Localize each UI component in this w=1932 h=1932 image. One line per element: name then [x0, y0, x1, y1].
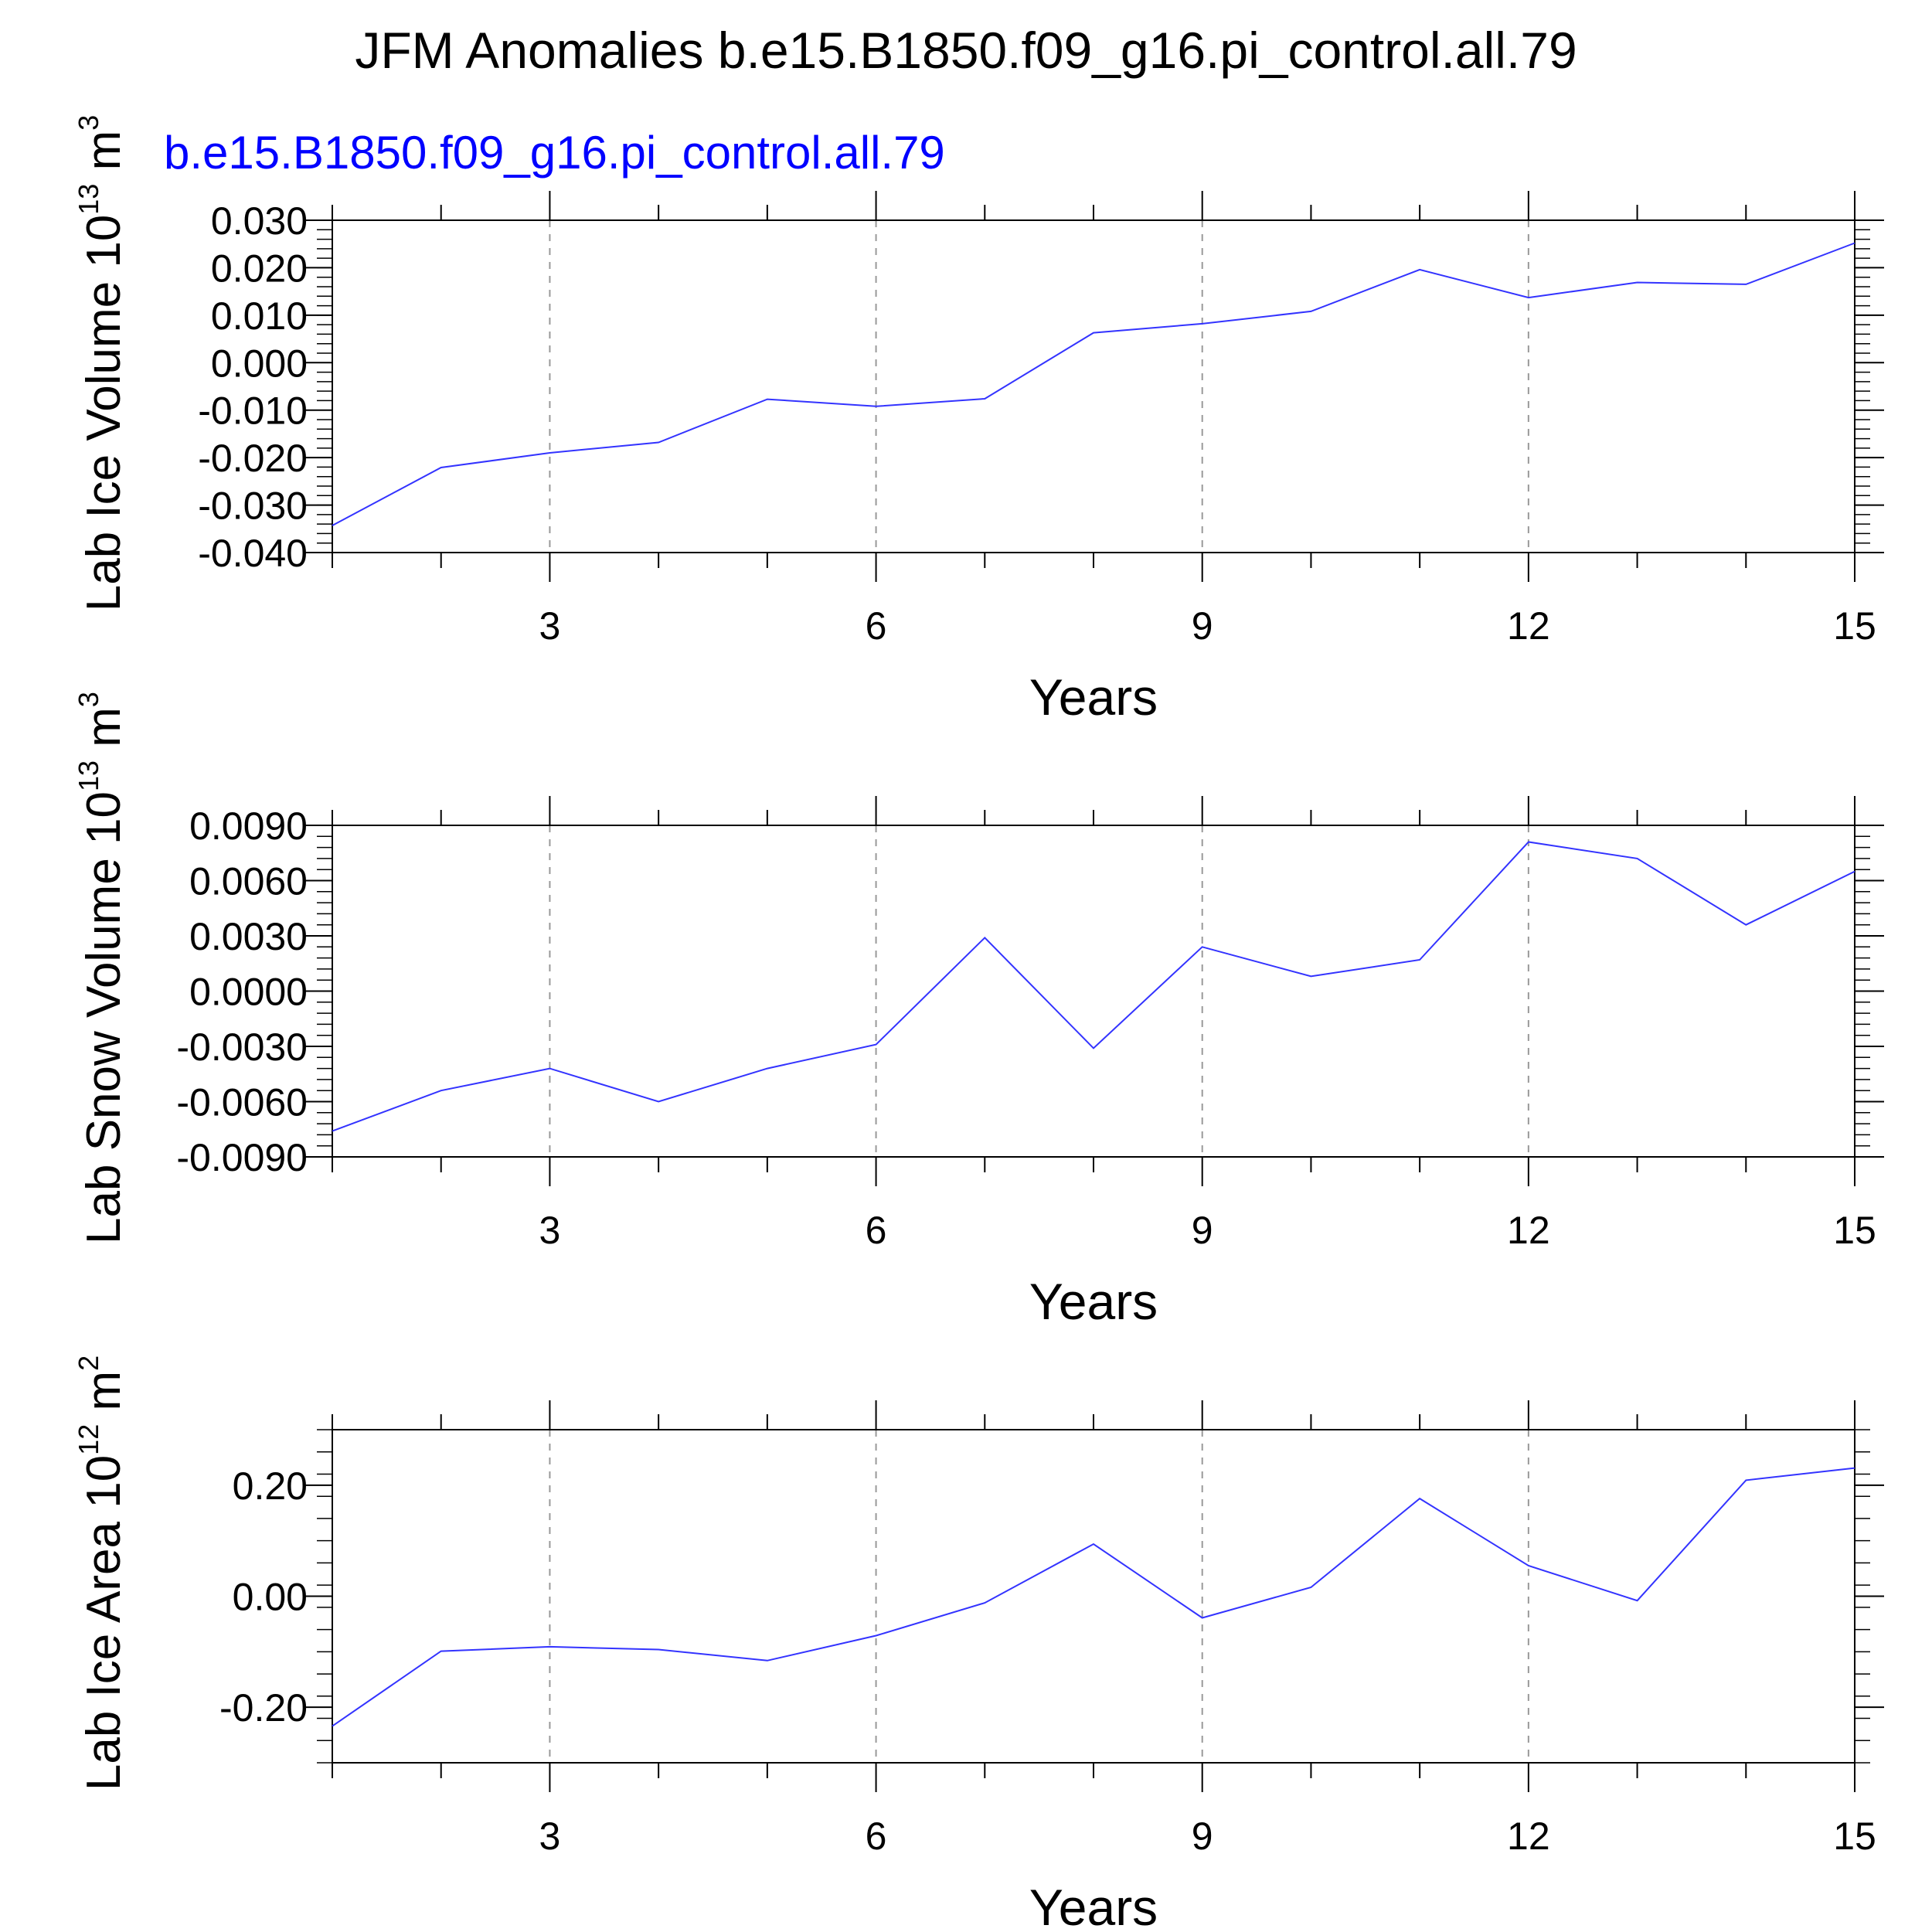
x-tick-label: 3 [539, 1815, 561, 1858]
y-tick-label: 0.00 [233, 1576, 308, 1619]
y-tick-label: 0.020 [211, 247, 308, 290]
y-tick-label: -0.20 [219, 1686, 308, 1730]
y-tick-label: -0.010 [198, 389, 308, 433]
panel-3: -0.20 0.00 0.20 3 6 9 12 15 Years Lab Ice Area 10… [73, 1355, 1884, 1932]
x-axis-title: Years [1029, 1273, 1158, 1330]
y-tick-label: 0.030 [211, 199, 308, 243]
x-tick-label: 12 [1507, 1209, 1550, 1252]
x-tick-label: 3 [539, 604, 561, 648]
x-tick-label: 9 [1192, 604, 1213, 648]
y-tick-label: -0.040 [198, 532, 308, 575]
y-tick-label: -0.0060 [176, 1081, 308, 1124]
x-tick-label: 15 [1833, 1209, 1876, 1252]
y-axis-title: Lab Ice Volume 1013 m3 [73, 115, 131, 612]
y-tick-label: -0.030 [198, 485, 308, 528]
chart-panels: b.e15.B1850.f09_g16.pi_control.all.79 -0.… [73, 115, 1884, 1932]
x-tick-label: 15 [1833, 604, 1876, 648]
y-tick-label: 0.010 [211, 294, 308, 338]
y-tick-label: 0.0060 [189, 860, 308, 903]
x-tick-label: 6 [866, 1209, 887, 1252]
panel-1: b.e15.B1850.f09_g16.pi_control.all.79 -0.… [73, 115, 1884, 726]
plot-frame [332, 825, 1855, 1158]
x-tick-label: 9 [1192, 1815, 1213, 1858]
x-tick-label: 15 [1833, 1815, 1876, 1858]
x-axis-title: Years [1029, 668, 1158, 726]
y-tick-label: -0.0090 [176, 1136, 308, 1179]
y-tick-label: 0.0000 [189, 971, 308, 1014]
x-tick-label: 6 [866, 604, 887, 648]
y-tick-label: 0.000 [211, 342, 308, 385]
main-title: JFM Anomalies b.e15.B1850.f09_g16.pi_con… [355, 22, 1577, 79]
plot-frame [332, 1429, 1855, 1764]
x-tick-label: 6 [866, 1815, 887, 1858]
y-tick-label: 0.0030 [189, 915, 308, 958]
y-axis-title: Lab Ice Area 1012 m2 [73, 1355, 131, 1791]
series-line [332, 841, 1855, 1132]
y-axis-title: Lab Snow Volume 1013 m3 [73, 692, 131, 1244]
panel-2: -0.0090 -0.0060 -0.0030 0.0000 0.0030 0.0060 0… [73, 692, 1884, 1330]
panel-subtitle: b.e15.B1850.f09_g16.pi_control.all.79 [164, 127, 945, 179]
plot-frame [332, 219, 1855, 553]
y-tick-label: 0.20 [233, 1464, 308, 1508]
y-tick-label: -0.0030 [176, 1026, 308, 1069]
x-tick-label: 3 [539, 1209, 561, 1252]
series-line [332, 242, 1855, 526]
x-tick-label: 12 [1507, 604, 1550, 648]
y-tick-label: -0.020 [198, 437, 308, 480]
y-tick-label: 0.0090 [189, 804, 308, 848]
x-tick-label: 9 [1192, 1209, 1213, 1252]
x-axis-title: Years [1029, 1879, 1158, 1932]
x-tick-label: 12 [1507, 1815, 1550, 1858]
series-line [332, 1467, 1855, 1727]
